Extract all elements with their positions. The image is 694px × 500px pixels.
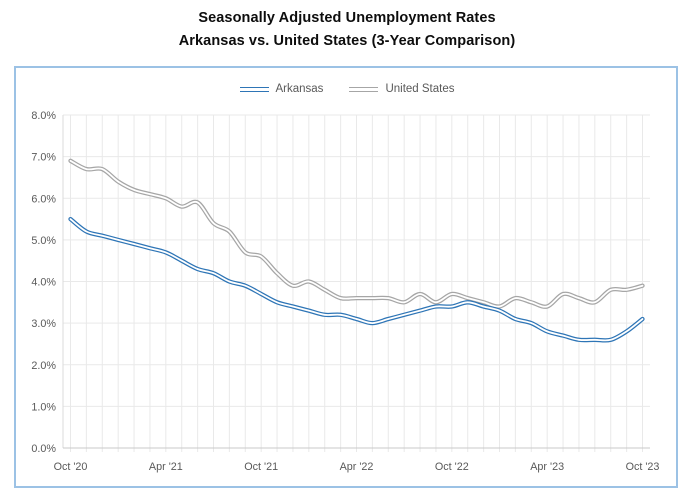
legend-item-united-states: United States	[349, 83, 454, 95]
united-states-line-swatch	[349, 86, 379, 92]
chart-title: Seasonally Adjusted Unemployment Rates A…	[0, 7, 694, 53]
legend-label-arkansas: Arkansas	[275, 83, 324, 95]
chart-title-line2: Arkansas vs. United States (3-Year Compa…	[178, 33, 516, 49]
chart-title-line1: Seasonally Adjusted Unemployment Rates	[198, 10, 496, 26]
legend-item-arkansas: Arkansas	[239, 83, 324, 95]
chart-legend: Arkansas United States	[0, 81, 694, 97]
legend-label-united-states: United States	[385, 83, 455, 95]
arkansas-line-swatch	[239, 86, 269, 92]
chart-plot-frame	[14, 66, 678, 488]
